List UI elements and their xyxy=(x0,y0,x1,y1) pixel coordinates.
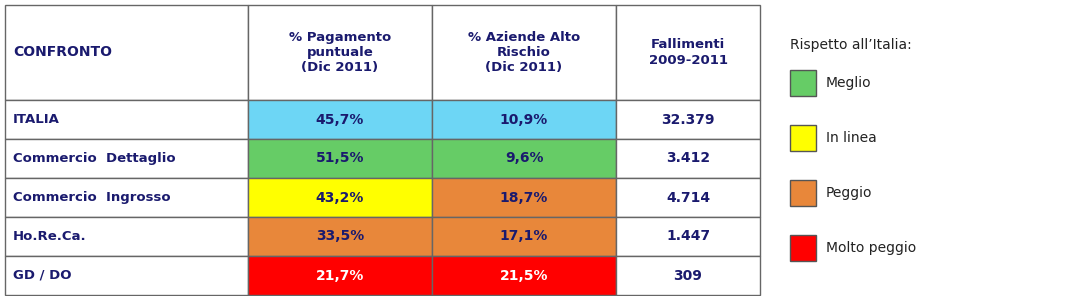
Bar xyxy=(790,180,816,206)
Text: Molto peggio: Molto peggio xyxy=(826,241,916,255)
Text: 21,7%: 21,7% xyxy=(316,268,364,282)
Bar xyxy=(248,256,432,295)
Bar xyxy=(616,100,760,139)
Bar xyxy=(5,5,248,100)
Text: Peggio: Peggio xyxy=(826,186,873,200)
Text: Rispetto all’Italia:: Rispetto all’Italia: xyxy=(790,38,912,52)
Bar xyxy=(616,256,760,295)
Text: 1.447: 1.447 xyxy=(665,229,711,244)
Text: 10,9%: 10,9% xyxy=(500,112,548,126)
Bar xyxy=(616,5,760,100)
Text: 18,7%: 18,7% xyxy=(500,191,548,205)
Bar xyxy=(5,139,248,178)
Text: 9,6%: 9,6% xyxy=(505,152,543,165)
Text: In linea: In linea xyxy=(826,131,877,145)
Text: Ho.Re.Ca.: Ho.Re.Ca. xyxy=(13,230,87,243)
Text: 17,1%: 17,1% xyxy=(500,229,548,244)
Text: GD / DO: GD / DO xyxy=(13,269,72,282)
Bar xyxy=(248,139,432,178)
Bar xyxy=(790,70,816,96)
Bar xyxy=(248,217,432,256)
Text: 4.714: 4.714 xyxy=(665,191,711,205)
Bar xyxy=(248,5,432,100)
Text: 309: 309 xyxy=(674,268,702,282)
Bar xyxy=(790,125,816,151)
Bar xyxy=(5,178,248,217)
Text: Fallimenti
2009-2011: Fallimenti 2009-2011 xyxy=(648,38,728,67)
Text: CONFRONTO: CONFRONTO xyxy=(13,46,112,59)
Bar xyxy=(248,178,432,217)
Bar xyxy=(432,139,616,178)
Text: 21,5%: 21,5% xyxy=(500,268,548,282)
Bar xyxy=(432,178,616,217)
Bar xyxy=(5,217,248,256)
Bar xyxy=(616,217,760,256)
Bar xyxy=(616,178,760,217)
Text: Commercio  Dettaglio: Commercio Dettaglio xyxy=(13,152,175,165)
Bar xyxy=(432,217,616,256)
Text: Meglio: Meglio xyxy=(826,76,872,90)
Text: % Pagamento
puntuale
(Dic 2011): % Pagamento puntuale (Dic 2011) xyxy=(289,31,391,74)
Bar xyxy=(432,5,616,100)
Text: ITALIA: ITALIA xyxy=(13,113,60,126)
Text: Commercio  Ingrosso: Commercio Ingrosso xyxy=(13,191,171,204)
Text: % Aziende Alto
Rischio
(Dic 2011): % Aziende Alto Rischio (Dic 2011) xyxy=(468,31,580,74)
Bar xyxy=(5,256,248,295)
Bar xyxy=(790,235,816,261)
Bar xyxy=(248,100,432,139)
Text: 33,5%: 33,5% xyxy=(316,229,364,244)
Text: 45,7%: 45,7% xyxy=(316,112,364,126)
Text: 32.379: 32.379 xyxy=(661,112,715,126)
Bar xyxy=(432,256,616,295)
Bar xyxy=(616,139,760,178)
Text: 51,5%: 51,5% xyxy=(316,152,364,165)
Bar xyxy=(432,100,616,139)
Text: 3.412: 3.412 xyxy=(665,152,711,165)
Text: 43,2%: 43,2% xyxy=(316,191,364,205)
Bar xyxy=(5,100,248,139)
